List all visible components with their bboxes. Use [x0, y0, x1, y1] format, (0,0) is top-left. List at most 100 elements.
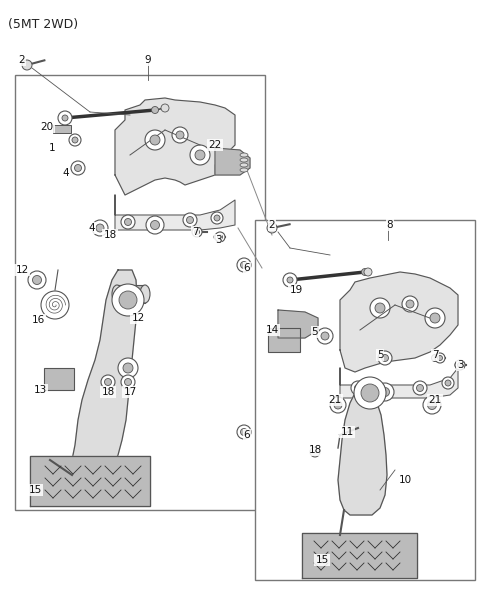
Circle shape [145, 130, 165, 150]
Circle shape [217, 235, 223, 239]
Circle shape [176, 131, 184, 139]
Text: 5: 5 [377, 350, 384, 360]
Circle shape [96, 224, 104, 232]
Circle shape [194, 230, 200, 235]
Text: 6: 6 [244, 430, 250, 440]
Text: 13: 13 [34, 385, 47, 395]
Text: 7: 7 [192, 227, 198, 237]
Ellipse shape [112, 285, 122, 303]
Circle shape [150, 135, 160, 145]
Polygon shape [115, 195, 235, 230]
Circle shape [193, 228, 201, 236]
Circle shape [310, 447, 320, 457]
Circle shape [121, 215, 135, 229]
Circle shape [355, 384, 361, 391]
Circle shape [376, 383, 394, 401]
Text: 14: 14 [265, 325, 278, 335]
Bar [15, 75, 265, 510]
Polygon shape [340, 272, 458, 372]
Polygon shape [215, 148, 250, 175]
Circle shape [267, 223, 277, 233]
Polygon shape [72, 270, 137, 480]
Circle shape [364, 268, 372, 276]
Polygon shape [340, 368, 458, 398]
Polygon shape [115, 98, 235, 195]
Circle shape [124, 379, 132, 385]
Circle shape [287, 277, 293, 283]
Text: 1: 1 [48, 143, 55, 153]
Circle shape [435, 353, 445, 363]
Circle shape [118, 358, 138, 378]
Circle shape [237, 425, 251, 439]
Circle shape [455, 360, 465, 370]
Circle shape [151, 221, 159, 230]
Text: 16: 16 [31, 315, 45, 325]
Circle shape [317, 328, 333, 344]
Circle shape [215, 232, 225, 242]
Circle shape [61, 115, 69, 121]
Ellipse shape [240, 163, 248, 167]
Polygon shape [30, 456, 150, 506]
Text: 18: 18 [308, 445, 322, 455]
Circle shape [437, 356, 443, 361]
Text: 5: 5 [312, 327, 318, 337]
Text: 15: 15 [315, 555, 329, 565]
Circle shape [214, 215, 220, 221]
Circle shape [124, 219, 132, 225]
Circle shape [211, 212, 223, 224]
Circle shape [457, 362, 463, 367]
Bar [117, 285, 145, 303]
Circle shape [183, 213, 197, 227]
Text: 4: 4 [89, 223, 96, 233]
Text: 20: 20 [40, 122, 54, 132]
Circle shape [417, 384, 423, 391]
Circle shape [146, 216, 164, 234]
Circle shape [428, 401, 436, 410]
Text: 3: 3 [215, 235, 221, 245]
Circle shape [381, 387, 389, 396]
Text: 9: 9 [144, 55, 151, 65]
Circle shape [71, 161, 85, 175]
Ellipse shape [240, 153, 248, 157]
Text: 18: 18 [103, 230, 117, 240]
Circle shape [330, 397, 346, 413]
Bar [268, 328, 300, 352]
Circle shape [402, 296, 418, 312]
Circle shape [214, 234, 220, 240]
Circle shape [382, 355, 388, 362]
Polygon shape [278, 310, 318, 338]
Text: 19: 19 [289, 285, 302, 295]
Circle shape [195, 150, 205, 160]
Circle shape [105, 379, 111, 385]
Text: 17: 17 [123, 387, 137, 397]
Circle shape [354, 377, 386, 409]
Circle shape [121, 375, 135, 389]
Circle shape [445, 380, 451, 386]
Text: 4: 4 [63, 168, 69, 178]
Text: 8: 8 [387, 220, 393, 230]
Text: 11: 11 [340, 427, 354, 437]
Circle shape [69, 134, 81, 146]
Circle shape [240, 262, 248, 268]
Circle shape [101, 375, 115, 389]
Text: 6: 6 [244, 263, 250, 273]
Text: 10: 10 [398, 475, 411, 485]
Text: 22: 22 [208, 140, 222, 150]
Circle shape [152, 107, 158, 113]
Circle shape [406, 300, 414, 308]
Text: 18: 18 [101, 387, 115, 397]
Polygon shape [302, 533, 417, 578]
Circle shape [351, 381, 365, 395]
Circle shape [430, 313, 440, 323]
Circle shape [432, 355, 439, 362]
Circle shape [378, 351, 392, 365]
Ellipse shape [140, 285, 150, 303]
Text: 21: 21 [428, 395, 442, 405]
Circle shape [455, 362, 461, 368]
Circle shape [334, 401, 342, 409]
Circle shape [361, 268, 369, 276]
Circle shape [112, 284, 144, 316]
Circle shape [33, 276, 41, 284]
Circle shape [287, 276, 293, 284]
Text: 12: 12 [15, 265, 29, 275]
